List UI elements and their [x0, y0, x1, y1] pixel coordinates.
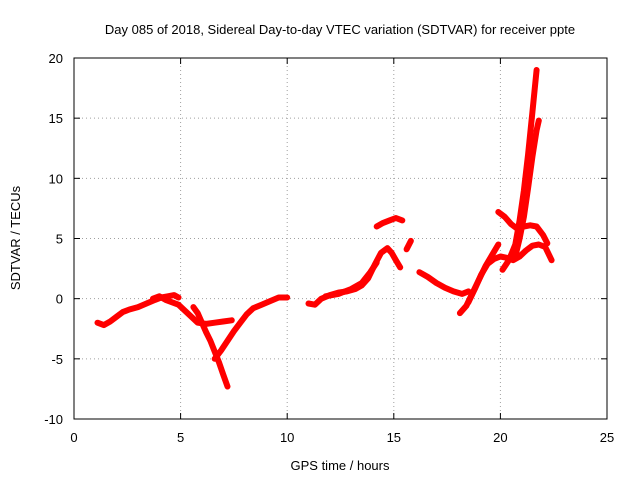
x-axis-label: GPS time / hours [291, 458, 390, 473]
grid [74, 58, 607, 419]
y-tick-label: -10 [44, 412, 63, 427]
x-tick-label: 15 [387, 430, 401, 445]
series-arc-13 [499, 67, 540, 273]
series-arc-4 [211, 294, 291, 362]
y-tick-label: -5 [51, 352, 63, 367]
series-arc-9 [416, 269, 472, 297]
series-arc-5 [305, 245, 404, 308]
series-arc-1 [94, 292, 182, 329]
series-arc-3 [190, 304, 231, 390]
x-tick-label: 10 [280, 430, 294, 445]
series-arc-6 [322, 259, 380, 300]
y-axis-label: SDTVAR / TECUs [8, 185, 23, 290]
y-tick-label: 5 [56, 232, 63, 247]
y-tick-label: 15 [49, 111, 63, 126]
series-arc-14 [512, 117, 542, 260]
data-series [94, 67, 555, 390]
x-tick-label: 25 [600, 430, 614, 445]
series-arc-8 [403, 237, 414, 253]
plot-frame [73, 57, 608, 420]
series-arc-7 [373, 215, 406, 230]
y-tick-label: 0 [56, 292, 63, 307]
y-tick-label: 10 [49, 171, 63, 186]
x-tick-label: 0 [70, 430, 77, 445]
y-tick-label: 20 [49, 51, 63, 66]
x-tick-label: 5 [177, 430, 184, 445]
chart-title: Day 085 of 2018, Sidereal Day-to-day VTE… [105, 22, 575, 37]
x-tick-label: 20 [493, 430, 507, 445]
series-arc-2 [149, 293, 235, 327]
axis-ticks: 0 5 10 15 20 25 -10 -5 0 5 10 15 20 [44, 51, 614, 445]
